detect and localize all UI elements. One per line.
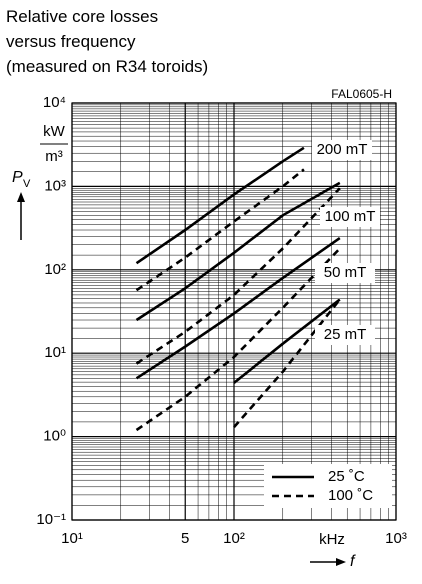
x-tick-label: 10² <box>223 530 245 547</box>
x-tick-label: 10¹ <box>61 530 83 547</box>
title-line: versus frequency <box>6 32 136 51</box>
curve-label: 50 mT <box>324 264 367 281</box>
y-unit-top: kW <box>43 123 66 140</box>
curve <box>135 237 341 380</box>
curve-label-bg <box>315 325 375 345</box>
legend-label: 100 ˚C <box>328 487 373 504</box>
curve <box>135 146 305 265</box>
curve <box>233 298 341 384</box>
curve <box>135 247 341 432</box>
curve-label-bg <box>315 263 375 283</box>
figure-id: FAL0605-H <box>331 87 392 101</box>
curve <box>233 298 341 428</box>
y-tick-label: 10¹ <box>44 344 66 361</box>
x-label: f <box>350 553 356 570</box>
y-tick-label: 10³ <box>44 177 66 194</box>
x-unit: kHz <box>319 531 345 548</box>
legend-label: 25 ˚C <box>328 468 365 485</box>
curve <box>135 181 341 322</box>
y-arrow-head <box>17 192 25 202</box>
y-tick-label: 10⁻¹ <box>36 511 66 528</box>
plot-frame <box>71 102 397 521</box>
x-tick-label: 10³ <box>385 530 407 547</box>
curve-label-bg <box>312 140 372 160</box>
curve-label: 100 mT <box>325 208 376 225</box>
curve-label-bg <box>320 207 380 227</box>
title-line: Relative core losses <box>6 7 158 26</box>
y-tick-label: 10⁰ <box>43 428 66 445</box>
legend-box <box>264 464 392 508</box>
curve-label: 25 mT <box>324 326 367 343</box>
curve-label: 200 mT <box>317 141 368 158</box>
y-label: P <box>12 169 23 186</box>
y-label-sub: V <box>23 178 31 190</box>
y-tick-label: 10⁴ <box>43 94 66 111</box>
title-line: (measured on R34 toroids) <box>6 57 208 76</box>
curve <box>135 168 305 292</box>
curve <box>135 187 341 365</box>
y-unit-bottom: m³ <box>45 148 63 165</box>
x-tick-label: 5 <box>181 530 189 547</box>
y-tick-label: 10² <box>44 261 66 278</box>
x-arrow-head <box>336 558 346 566</box>
